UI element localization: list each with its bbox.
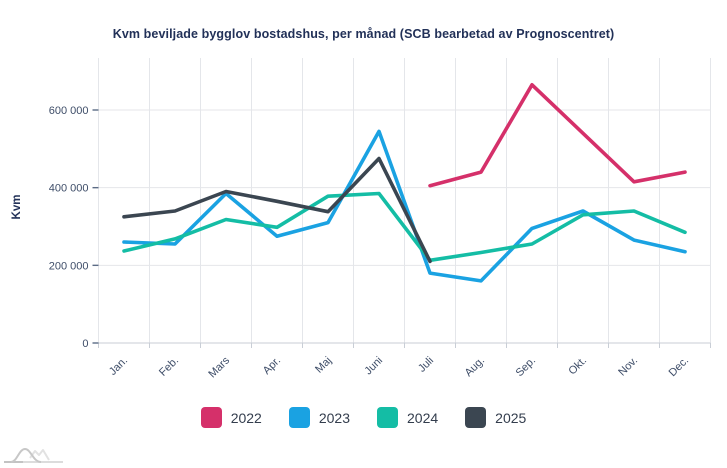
x-tick-label: Mars xyxy=(206,354,232,380)
legend-swatch-2022 xyxy=(200,407,222,428)
series-line-2024[interactable] xyxy=(122,191,687,263)
legend-item-2023[interactable]: 2023 xyxy=(288,407,350,428)
x-tick-label: Aug. xyxy=(463,355,487,379)
legend-item-2024[interactable]: 2024 xyxy=(377,407,438,428)
legend-swatch-2023 xyxy=(288,407,310,428)
legend-item-2025[interactable]: 2025 xyxy=(465,407,526,428)
x-tick-label: Juni xyxy=(362,355,385,378)
x-tick-label: Apr. xyxy=(261,355,283,377)
x-tick-label: Jan. xyxy=(107,355,130,378)
legend-label: 2023 xyxy=(318,409,350,426)
legend-swatch-2024 xyxy=(377,407,398,428)
legend-swatch-2025 xyxy=(465,407,487,428)
series-line-2022[interactable] xyxy=(428,83,687,188)
chart-legend: 2022 2023 2024 2025 xyxy=(0,407,727,428)
x-tick-label: Dec. xyxy=(667,355,691,379)
x-tick-label: Maj xyxy=(313,355,334,376)
chart-title: Kvm beviljade bygglov bostadshus, per må… xyxy=(112,27,615,41)
line-chart: 0 200 000 400 000 600 000 Jan. Feb. Mars Apr. Ma… xyxy=(11,58,711,380)
mountains-logo-icon xyxy=(4,447,63,463)
legend-label: 2024 xyxy=(407,409,439,426)
legend-label: 2022 xyxy=(230,409,262,426)
y-tick-label: 600 000 xyxy=(49,105,89,117)
series-line-2025[interactable] xyxy=(122,156,432,264)
x-tick-label: Okt. xyxy=(566,355,589,378)
x-tick-label: Nov. xyxy=(616,355,640,379)
y-axis-title: Kvm xyxy=(11,195,23,220)
y-tick-label: 400 000 xyxy=(49,183,89,195)
y-tick-label: 200 000 xyxy=(49,260,89,272)
x-tick-label: Juli xyxy=(416,355,436,375)
x-tick-label: Sep. xyxy=(514,355,538,379)
y-tick-label: 0 xyxy=(82,338,88,350)
legend-label: 2025 xyxy=(495,409,527,426)
legend-item-2022[interactable]: 2022 xyxy=(200,407,262,428)
x-tick-label: Feb. xyxy=(157,355,181,379)
